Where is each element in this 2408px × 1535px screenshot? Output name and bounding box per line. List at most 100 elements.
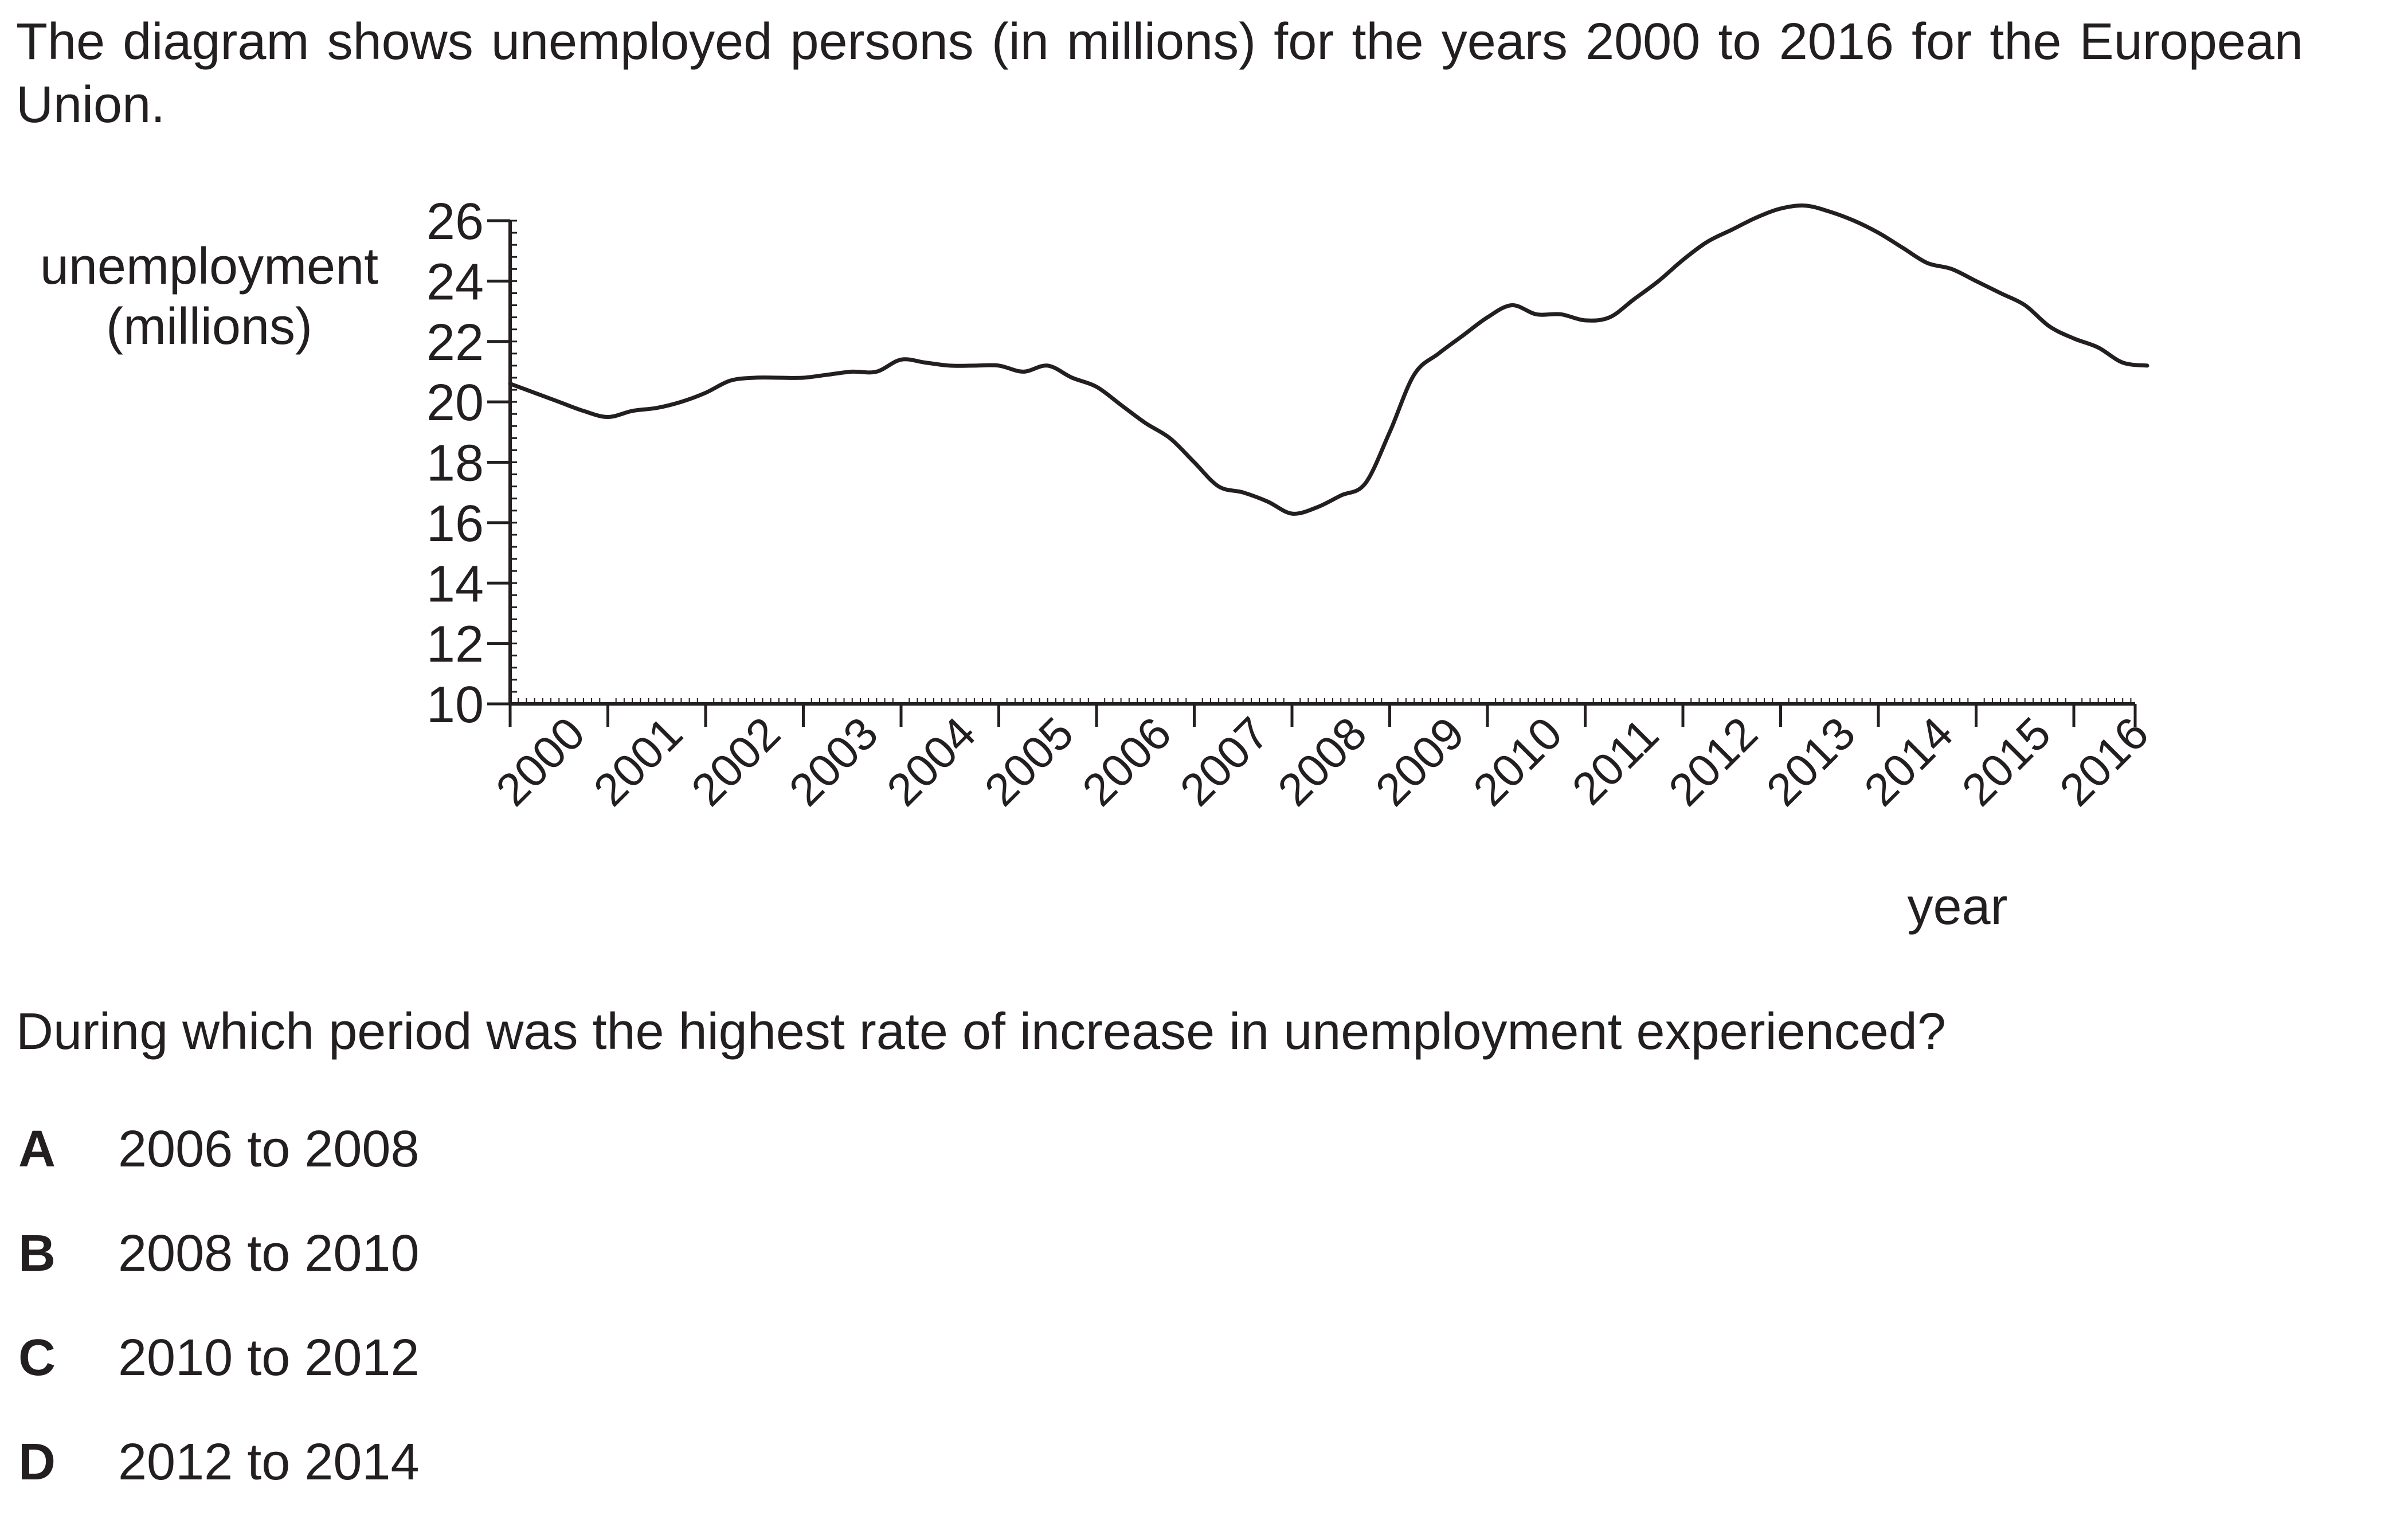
y-axis-title-line-1: unemployment bbox=[40, 238, 378, 295]
option-a-letter: A bbox=[18, 1121, 56, 1178]
data-point bbox=[533, 391, 537, 394]
x-tick-label: 2008 bbox=[1268, 707, 1376, 816]
x-tick-label: 2003 bbox=[780, 707, 888, 816]
data-point bbox=[1584, 319, 1587, 322]
option-d-letter: D bbox=[18, 1434, 56, 1491]
x-tick-label: 2002 bbox=[682, 707, 790, 816]
y-tick-label: 12 bbox=[426, 616, 484, 673]
option-c[interactable]: C 2010 to 2012 bbox=[16, 1326, 704, 1431]
x-tick-label: 2006 bbox=[1072, 707, 1181, 816]
option-b[interactable]: B 2008 to 2010 bbox=[16, 1222, 704, 1326]
data-point bbox=[582, 409, 585, 413]
option-a-text: 2006 to 2008 bbox=[118, 1121, 420, 1178]
option-a[interactable]: A 2006 to 2008 bbox=[16, 1118, 704, 1222]
data-point bbox=[1632, 297, 1636, 301]
data-point bbox=[1730, 228, 1733, 232]
data-point bbox=[1046, 364, 1050, 367]
x-tick-label: 2011 bbox=[1563, 708, 1669, 815]
x-tick-label: 2015 bbox=[1952, 707, 2061, 816]
x-tick-label: 2004 bbox=[877, 707, 985, 816]
unemployment-series-line bbox=[508, 203, 2149, 516]
x-axis-title: year bbox=[1907, 878, 2007, 935]
data-point bbox=[557, 400, 561, 404]
data-point bbox=[1388, 430, 1392, 434]
intro-text: The diagram shows unemployed persons (in… bbox=[16, 13, 2303, 134]
data-point bbox=[1706, 240, 1709, 244]
data-point bbox=[508, 382, 512, 386]
data-point bbox=[973, 364, 976, 367]
data-point bbox=[1095, 385, 1098, 389]
x-tick-label: 2009 bbox=[1366, 707, 1474, 816]
option-b-letter: B bbox=[18, 1225, 56, 1282]
data-point bbox=[1559, 312, 1563, 316]
data-point bbox=[1681, 259, 1685, 262]
data-point bbox=[1021, 370, 1025, 373]
data-point bbox=[1950, 267, 1953, 271]
data-point bbox=[948, 364, 952, 367]
data-point bbox=[875, 370, 878, 373]
data-point bbox=[1534, 312, 1538, 316]
y-tick-label: 22 bbox=[426, 314, 484, 371]
chart-series bbox=[508, 203, 2149, 516]
data-point bbox=[1803, 204, 1807, 207]
y-tick-label: 18 bbox=[426, 435, 484, 492]
data-point bbox=[1975, 279, 1978, 283]
y-tick-label: 16 bbox=[426, 495, 484, 553]
data-point bbox=[851, 370, 854, 373]
x-tick-label: 2000 bbox=[486, 707, 594, 816]
data-point bbox=[1242, 491, 1245, 494]
y-tick-label: 26 bbox=[426, 193, 484, 250]
data-point bbox=[1657, 279, 1660, 283]
data-point bbox=[1999, 291, 2002, 295]
y-axis-title-line-2: (millions) bbox=[106, 298, 312, 355]
data-point bbox=[1437, 352, 1440, 355]
data-point bbox=[1461, 334, 1465, 337]
data-point bbox=[2072, 337, 2076, 340]
question-text: During which period was the highest rate… bbox=[16, 1003, 1946, 1060]
data-point bbox=[1510, 304, 1514, 307]
data-point bbox=[1852, 219, 1855, 222]
option-c-letter: C bbox=[18, 1329, 56, 1387]
data-point bbox=[1144, 421, 1147, 425]
data-point bbox=[2121, 361, 2124, 365]
answer-options: A 2006 to 2008 B 2008 to 2010 C 2010 to … bbox=[16, 1118, 704, 1535]
y-tick-label: 14 bbox=[426, 555, 484, 613]
data-point bbox=[704, 391, 707, 394]
data-point bbox=[1901, 246, 1905, 249]
x-tick-label: 2007 bbox=[1170, 707, 1279, 816]
x-tick-label: 2013 bbox=[1757, 707, 1865, 816]
x-tick-label: 2014 bbox=[1854, 707, 1963, 816]
x-axis-ticks: 2000200120022003200420052006200720082009… bbox=[486, 698, 2158, 816]
data-point bbox=[1755, 216, 1758, 220]
data-point bbox=[899, 358, 903, 361]
data-point bbox=[1412, 373, 1416, 377]
data-point bbox=[1779, 207, 1783, 210]
data-point bbox=[777, 376, 781, 379]
x-tick-label: 2001 bbox=[584, 707, 692, 816]
data-point bbox=[679, 400, 683, 404]
data-point bbox=[1608, 316, 1611, 319]
data-point bbox=[1486, 316, 1489, 319]
data-point bbox=[1168, 436, 1172, 440]
data-point bbox=[1193, 461, 1196, 464]
data-point bbox=[1119, 403, 1123, 406]
data-point bbox=[1925, 261, 1929, 265]
data-point bbox=[1266, 500, 1269, 503]
data-point bbox=[997, 364, 1001, 367]
data-point bbox=[1364, 481, 1367, 485]
chart-axes bbox=[508, 221, 2135, 706]
option-d[interactable]: D 2012 to 2014 bbox=[16, 1431, 704, 1535]
data-point bbox=[924, 361, 927, 365]
data-point bbox=[1070, 376, 1074, 379]
data-point bbox=[2023, 304, 2027, 307]
data-point bbox=[631, 409, 634, 413]
data-point bbox=[1315, 506, 1318, 510]
option-b-text: 2008 to 2010 bbox=[118, 1225, 420, 1282]
data-point bbox=[1217, 485, 1220, 488]
data-point bbox=[1877, 231, 1880, 234]
data-point bbox=[802, 376, 805, 379]
y-tick-label: 24 bbox=[426, 253, 484, 311]
data-point bbox=[2047, 324, 2051, 328]
